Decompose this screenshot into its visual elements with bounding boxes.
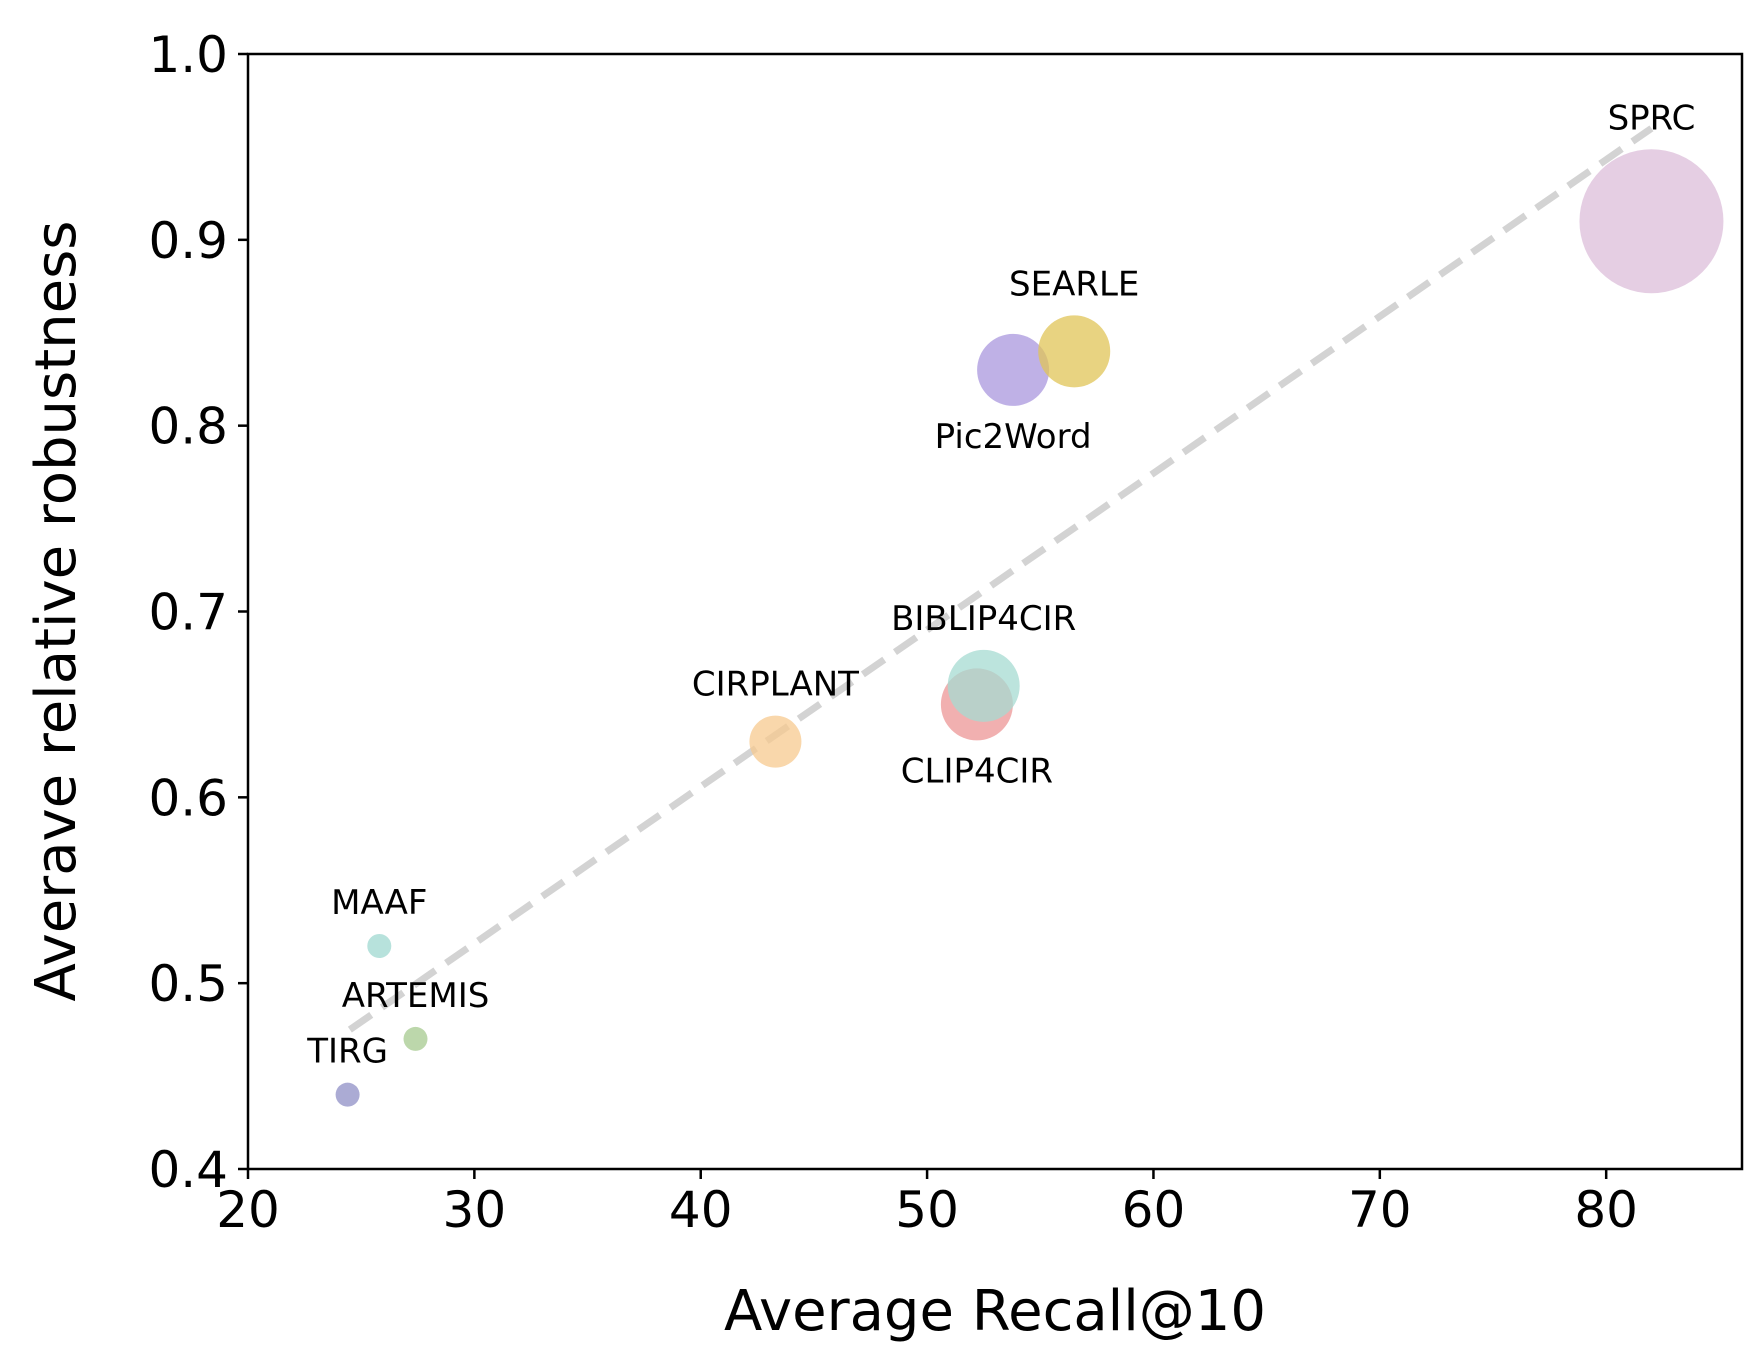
point-searle	[1038, 315, 1111, 388]
y-tick-label: 0.4	[148, 1141, 228, 1199]
point-artemis	[403, 1026, 428, 1051]
trend-line	[347, 125, 1654, 1033]
y-tick-label: 0.5	[148, 955, 228, 1013]
point-cirplant	[749, 715, 802, 768]
point-label-biblip4cir: BIBLIP4CIR	[891, 599, 1076, 639]
point-pic2word	[977, 333, 1050, 406]
x-tick-label: 60	[1122, 1181, 1186, 1239]
point-label-tirg: TIRG	[306, 1032, 388, 1072]
marks-layer	[335, 125, 1724, 1107]
x-tick-label: 30	[443, 1181, 507, 1239]
y-tick-label: 0.9	[148, 212, 228, 270]
point-label-searle: SEARLE	[1009, 264, 1139, 304]
x-axis-title: Average Recall@10	[724, 1279, 1266, 1344]
x-tick-label: 70	[1348, 1181, 1412, 1239]
x-tick-label: 50	[895, 1181, 959, 1239]
point-label-clip4cir: CLIP4CIR	[901, 751, 1053, 791]
x-tick-label: 20	[216, 1181, 280, 1239]
y-tick-label: 0.6	[148, 769, 228, 827]
x-tick-label: 80	[1574, 1181, 1638, 1239]
point-label-sprc: SPRC	[1608, 98, 1696, 138]
x-tick-label: 40	[669, 1181, 733, 1239]
point-sprc	[1579, 149, 1724, 294]
point-label-artemis: ARTEMIS	[342, 976, 490, 1016]
point-biblip4cir	[947, 649, 1020, 722]
point-label-cirplant: CIRPLANT	[692, 665, 859, 705]
x-axis-ticks: 20 30 40 50 60 70 80	[216, 1169, 1638, 1239]
y-axis-title: Averave relative robustness	[24, 221, 89, 1002]
y-axis-ticks: 0.4 0.5 0.6 0.7 0.8 0.9 1.0	[148, 26, 248, 1199]
y-tick-label: 0.7	[148, 584, 228, 642]
y-tick-label: 1.0	[148, 26, 228, 84]
point-tirg	[335, 1082, 360, 1107]
labels-layer: TIRG ARTEMIS MAAF CIRPLANT CLIP4CIR BIBLIP4CI…	[306, 98, 1695, 1071]
point-label-pic2word: Pic2Word	[935, 417, 1092, 457]
point-maaf	[367, 934, 392, 958]
point-label-maaf: MAAF	[331, 883, 427, 923]
y-tick-label: 0.8	[148, 398, 228, 456]
